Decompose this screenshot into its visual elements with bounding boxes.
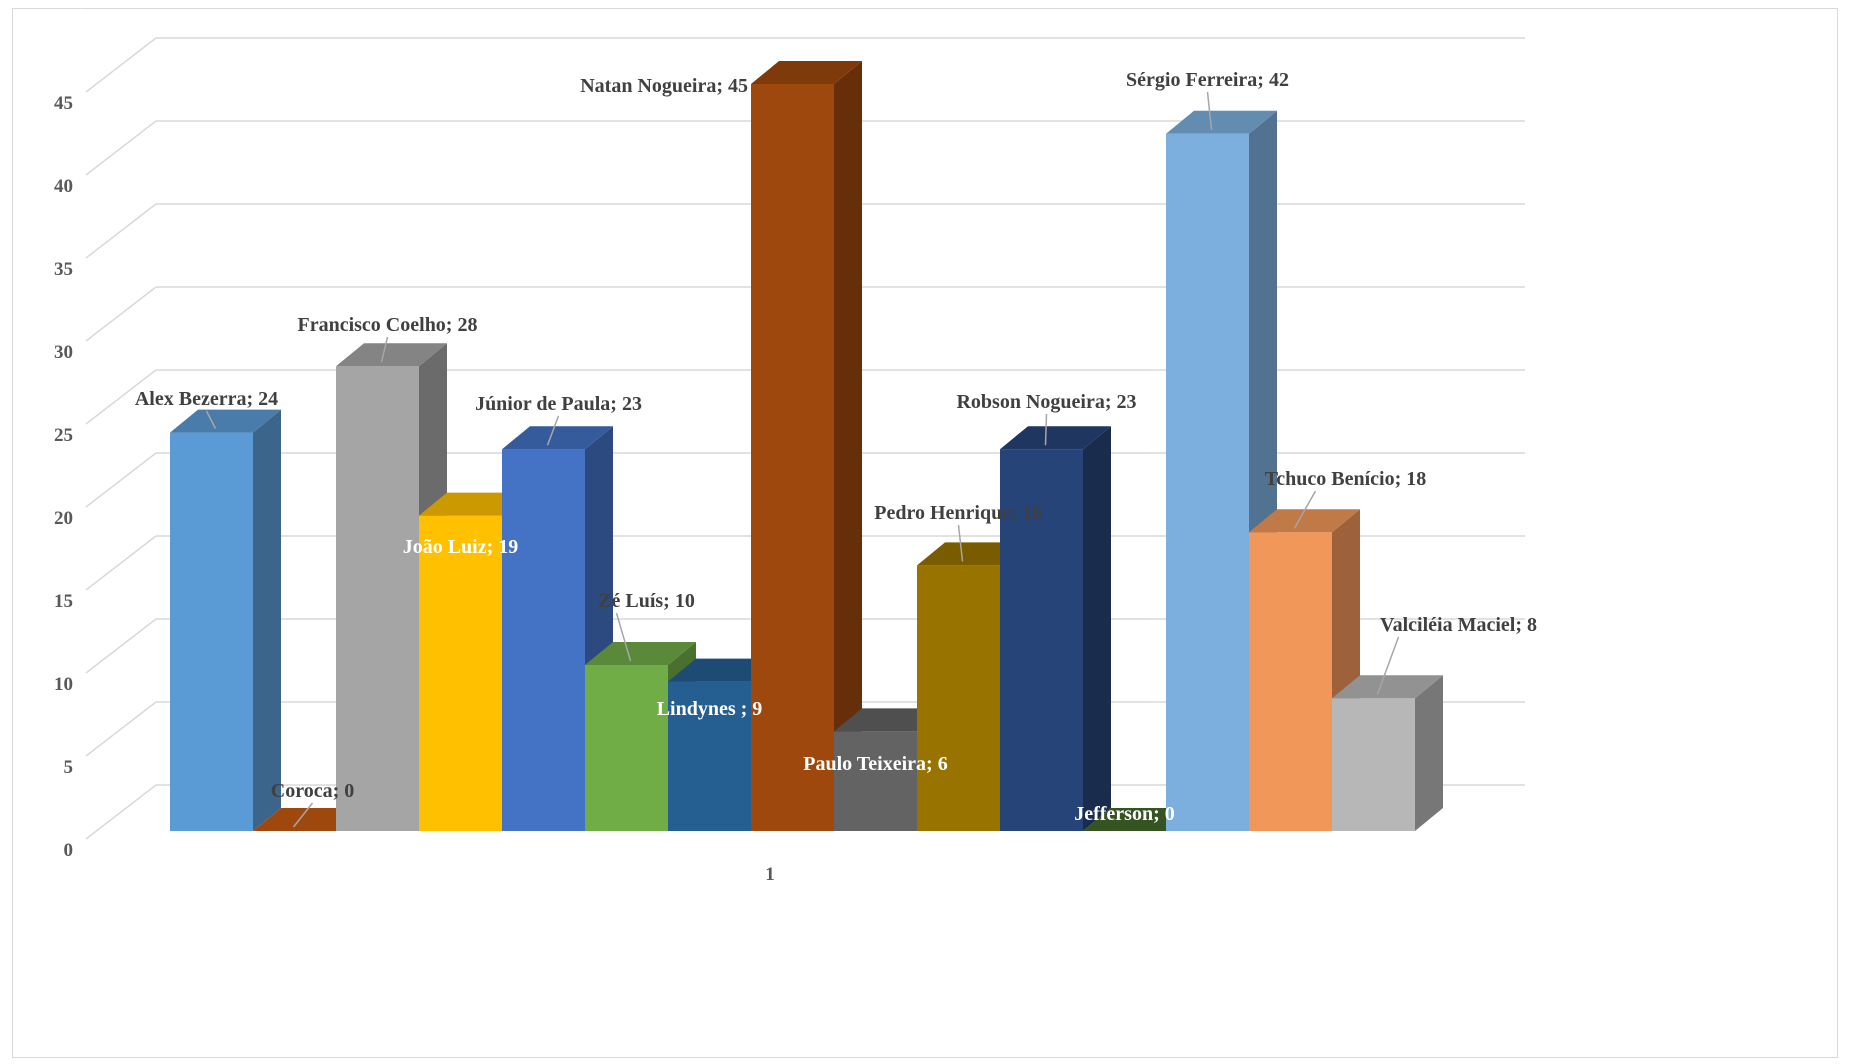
leader-line: [292, 802, 314, 828]
gridline-diagonal: [85, 701, 157, 757]
bar-front: [917, 565, 1000, 831]
data-label: Pedro Henrique; 16: [874, 502, 1043, 524]
bar-top: [170, 409, 281, 433]
data-label: Natan Nogueira; 45: [580, 75, 748, 97]
gridline-diagonal: [85, 120, 157, 176]
bar-top: [751, 61, 862, 84]
gridline-diagonal: [85, 369, 157, 425]
bar: [1166, 110, 1277, 832]
data-label: Sérgio Ferreira; 42: [1126, 69, 1289, 91]
bar-top: [1332, 675, 1443, 699]
data-label: João Luiz; 19: [403, 536, 519, 558]
x-axis-ticks: 1: [765, 864, 775, 885]
bar: [170, 409, 281, 831]
x-tick-label: 1: [765, 864, 775, 885]
y-tick-label: 45: [54, 93, 73, 114]
leader-line: [1206, 91, 1213, 130]
data-label: Jefferson; 0: [1074, 803, 1175, 825]
y-tick-label: 30: [54, 342, 73, 363]
gridline-diagonal: [85, 203, 157, 259]
bar-top: [1166, 110, 1277, 134]
leader-line: [380, 336, 389, 363]
y-tick-label: 0: [64, 840, 74, 861]
leader-line: [546, 415, 560, 446]
bar-front: [419, 515, 502, 831]
bar-chart: 0 5 10 15 20 25 30 35 40 45 Alex Bezerra; 24 Coroc…: [54, 9, 1537, 885]
data-label: Zé Luís; 10: [598, 590, 695, 612]
bar-front: [1332, 698, 1415, 831]
bar-front: [1000, 449, 1083, 831]
gridline-diagonal: [85, 286, 157, 342]
bar-top: [502, 426, 613, 450]
gridline-diagonal: [85, 535, 157, 591]
bar: [1000, 426, 1111, 831]
bar-top: [336, 343, 447, 367]
bar-side: [253, 409, 281, 831]
leader-line: [957, 524, 964, 562]
y-tick-label: 10: [54, 674, 73, 695]
bar-front: [668, 681, 751, 831]
y-tick-label: 15: [54, 591, 73, 612]
data-label: Paulo Teixeira; 6: [803, 753, 947, 775]
bar-front: [1249, 532, 1332, 831]
leader-line: [1044, 413, 1048, 446]
data-label: Coroca; 0: [271, 780, 355, 802]
data-label: Robson Nogueira; 23: [956, 391, 1136, 413]
bar-front: [1166, 133, 1249, 832]
data-label: Valciléia Maciel; 8: [1380, 614, 1537, 636]
bar-front: [751, 84, 834, 831]
data-label: Júnior de Paula; 23: [475, 393, 642, 415]
y-tick-label: 25: [54, 425, 73, 446]
gridline-diagonal: [85, 784, 157, 840]
data-label: Francisco Coelho; 28: [298, 314, 478, 336]
data-label: Lindynes ; 9: [657, 698, 763, 720]
leader-line: [615, 612, 632, 662]
y-axis-ticks: 0 5 10 15 20 25 30 35 40 45: [54, 93, 73, 861]
bar: [751, 61, 862, 831]
bar: [1332, 675, 1443, 831]
leader-line: [1293, 490, 1317, 529]
leader-line: [1376, 636, 1400, 695]
bar-front: [170, 432, 253, 831]
data-label: Tchuco Benício; 18: [1265, 468, 1427, 490]
leader-line: [205, 410, 217, 429]
gridline-diagonal: [85, 618, 157, 674]
bar-front: [834, 731, 917, 831]
y-tick-label: 20: [54, 508, 73, 529]
bar-front: [502, 449, 585, 831]
bar-front: [585, 665, 668, 831]
y-tick-label: 35: [54, 259, 73, 280]
y-tick-label: 5: [64, 757, 74, 778]
bar-top: [1000, 426, 1111, 450]
bar-side: [1083, 426, 1111, 831]
bar-side: [834, 61, 862, 831]
bar-front: [336, 366, 419, 831]
data-label: Alex Bezerra; 24: [135, 388, 278, 410]
y-tick-label: 40: [54, 176, 73, 197]
bars: [170, 61, 1443, 832]
chart-frame: 0 5 10 15 20 25 30 35 40 45 Alex Bezerra; 24 Coroc…: [12, 8, 1838, 1058]
gridline-diagonal: [85, 452, 157, 508]
bar-top: [1249, 509, 1360, 533]
bar-side: [1415, 675, 1443, 831]
bar-top: [585, 642, 696, 665]
data-labels: Alex Bezerra; 24 Coroca; 0 Francisco Coelh…: [135, 69, 1537, 825]
leader-lines: [205, 91, 1400, 828]
gridline-diagonal: [85, 37, 157, 93]
